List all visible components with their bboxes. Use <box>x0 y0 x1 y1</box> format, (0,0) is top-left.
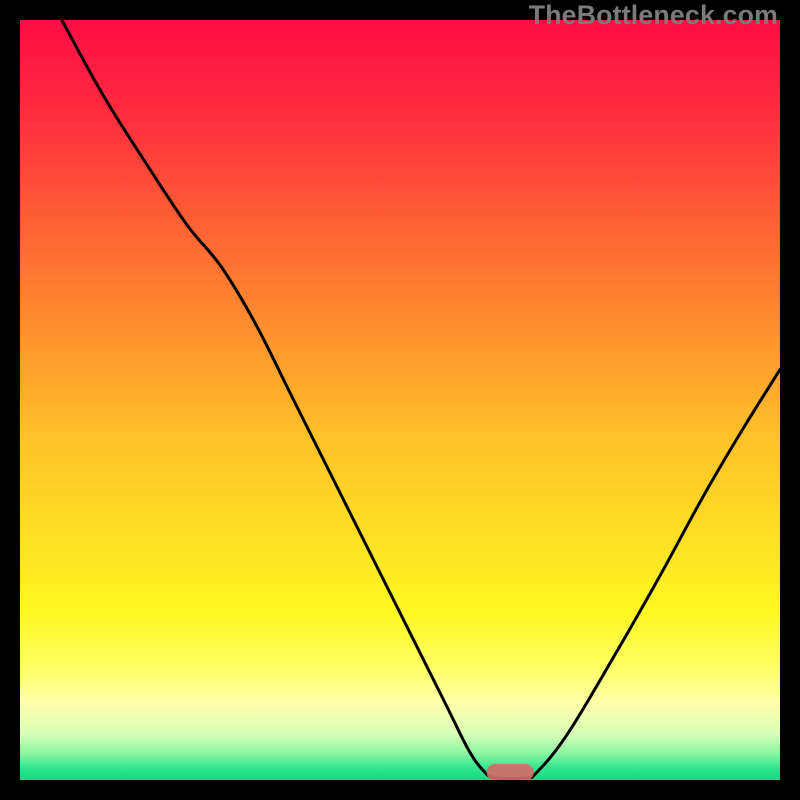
chart-frame: TheBottleneck.com <box>0 0 800 800</box>
curve-layer <box>20 20 780 780</box>
plot-area <box>20 20 780 780</box>
bottleneck-curve <box>62 20 780 779</box>
watermark-text: TheBottleneck.com <box>529 0 778 31</box>
sweet-spot-marker <box>487 764 534 780</box>
